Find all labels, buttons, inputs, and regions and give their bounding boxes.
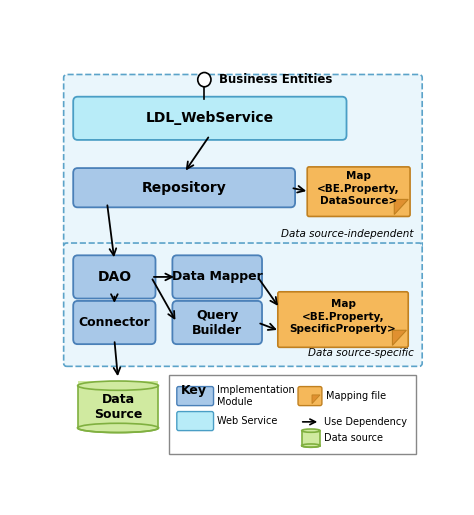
Text: Data source: Data source <box>324 433 383 443</box>
FancyBboxPatch shape <box>73 97 346 140</box>
Polygon shape <box>312 395 320 404</box>
FancyBboxPatch shape <box>173 301 262 344</box>
FancyBboxPatch shape <box>169 375 416 454</box>
FancyBboxPatch shape <box>177 411 213 431</box>
Text: Web Service: Web Service <box>217 416 278 426</box>
Text: Data source-independent: Data source-independent <box>281 230 414 239</box>
Text: Mapping file: Mapping file <box>326 391 386 401</box>
Text: Use Dependency: Use Dependency <box>324 417 407 427</box>
Text: Data
Source: Data Source <box>94 393 142 421</box>
Ellipse shape <box>302 429 320 432</box>
FancyBboxPatch shape <box>307 167 410 216</box>
Text: Key: Key <box>181 384 207 397</box>
FancyBboxPatch shape <box>64 75 422 247</box>
FancyBboxPatch shape <box>177 387 213 406</box>
Circle shape <box>198 73 211 87</box>
Bar <box>301 429 320 445</box>
FancyBboxPatch shape <box>298 387 322 406</box>
FancyBboxPatch shape <box>64 243 422 366</box>
Text: Connector: Connector <box>79 316 150 329</box>
Text: Data Mapper: Data Mapper <box>172 270 263 283</box>
Polygon shape <box>394 199 408 214</box>
Text: LDL_WebService: LDL_WebService <box>146 111 274 125</box>
FancyBboxPatch shape <box>73 255 155 299</box>
Text: Map
<BE.Property,
SpecificProperty>: Map <BE.Property, SpecificProperty> <box>290 299 396 334</box>
Bar <box>78 381 158 428</box>
FancyBboxPatch shape <box>278 292 408 347</box>
Text: Query
Builder: Query Builder <box>192 308 242 336</box>
Ellipse shape <box>78 381 158 390</box>
Text: Repository: Repository <box>142 181 227 195</box>
FancyBboxPatch shape <box>173 255 262 299</box>
Ellipse shape <box>302 444 320 447</box>
Text: Map
<BE.Property,
DataSource>: Map <BE.Property, DataSource> <box>317 171 400 206</box>
Text: Business Entities: Business Entities <box>219 73 332 86</box>
Text: Data source-specific: Data source-specific <box>308 349 414 358</box>
Text: DAO: DAO <box>97 270 131 284</box>
Polygon shape <box>392 330 406 346</box>
Ellipse shape <box>78 423 158 433</box>
FancyBboxPatch shape <box>73 301 155 344</box>
FancyBboxPatch shape <box>73 168 295 208</box>
Text: Implementation
Module: Implementation Module <box>217 385 295 407</box>
